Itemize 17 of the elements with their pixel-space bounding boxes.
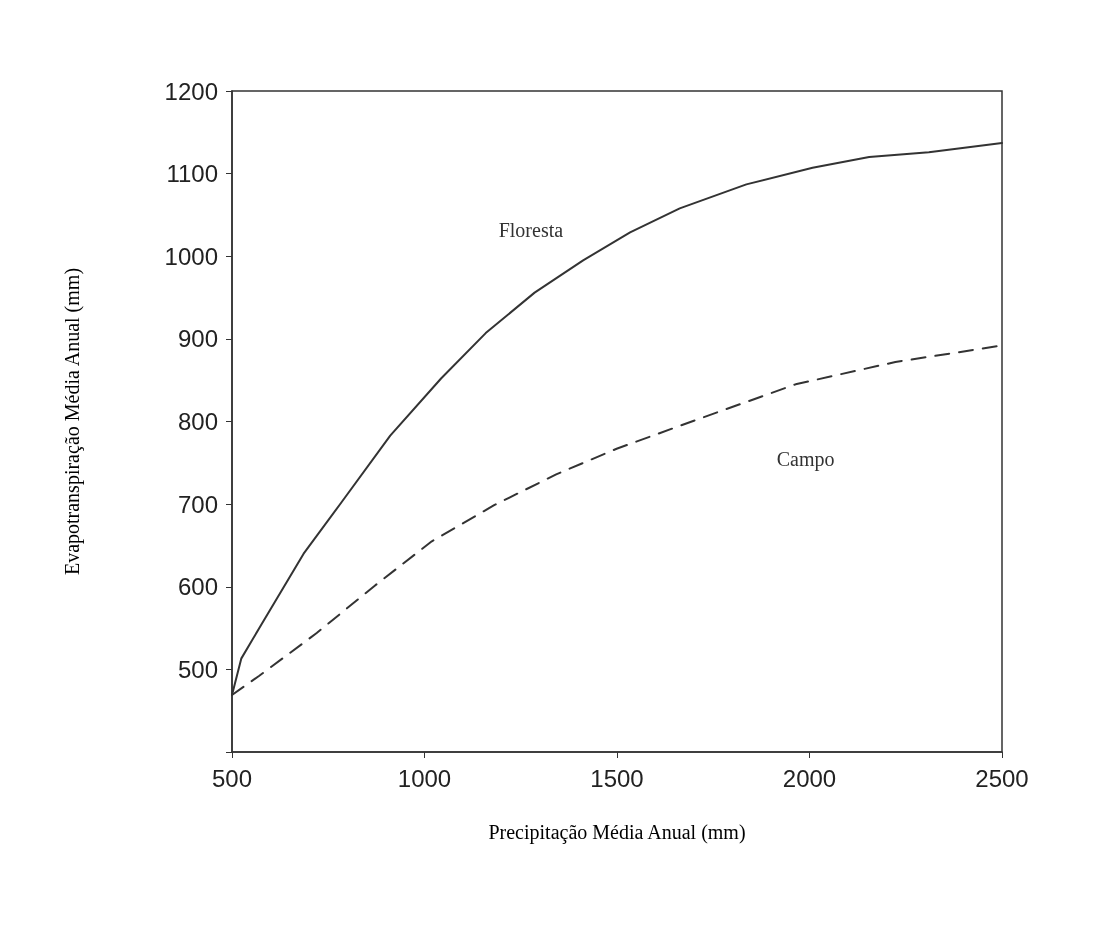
x-tick-label: 1000	[397, 764, 452, 792]
y-tick-label: 1100	[166, 160, 218, 188]
y-tick-label: 900	[177, 325, 218, 353]
x-tick-label: 2000	[782, 764, 837, 792]
x-axis-title: Precipitação Média Anual (mm)	[488, 821, 746, 844]
x-tick-label: 1500	[590, 764, 644, 792]
text: Campo	[776, 448, 835, 472]
x-tick-label: 500	[211, 764, 253, 792]
y-tick-label: 1200	[164, 77, 218, 105]
y-axis-title: Evapotranspiração Média Anual (mm)	[61, 267, 84, 576]
series-label: Floresta	[498, 219, 564, 242]
y-tick-label: 1000	[164, 242, 218, 270]
x-tick-label: 2500	[975, 764, 1029, 792]
y-tick-label: 700	[177, 490, 218, 518]
y-tick-label: 800	[177, 408, 218, 435]
y-tick-label: 500	[177, 655, 218, 683]
y-tick-label: 600	[177, 573, 218, 601]
